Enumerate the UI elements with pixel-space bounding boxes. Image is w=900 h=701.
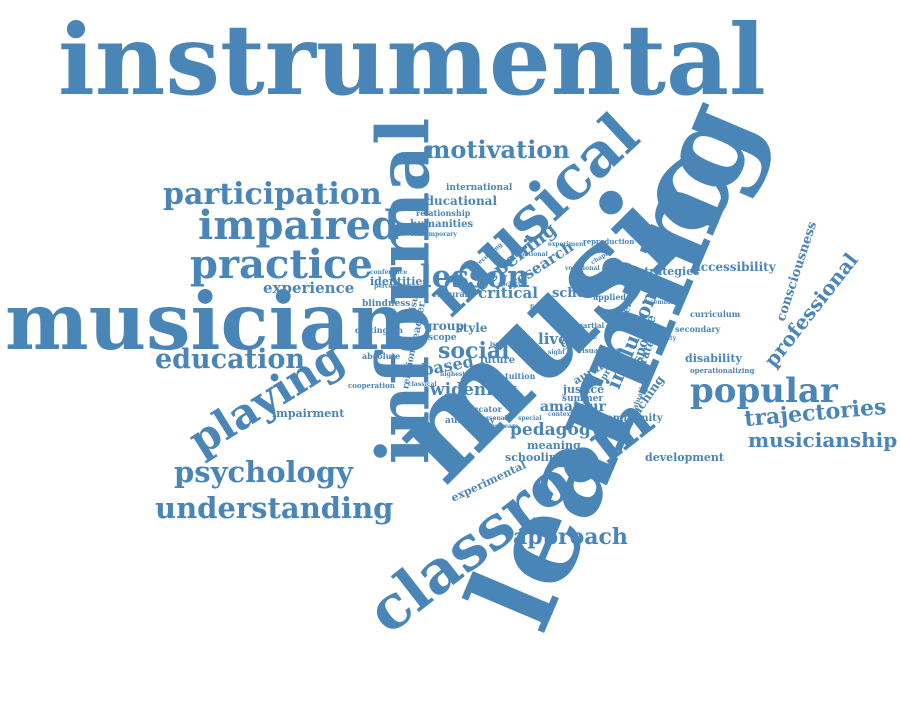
word-context: context xyxy=(548,411,573,418)
word-partial: partial xyxy=(578,321,605,330)
word-amateur: amateur xyxy=(540,399,606,415)
word-critical: critical xyxy=(478,284,538,302)
word-personal: personal xyxy=(478,415,508,422)
word-identities: identities xyxy=(370,275,429,288)
word-summer: summer xyxy=(562,394,604,404)
word-secondary: secondary xyxy=(675,324,721,334)
word-perception: perception xyxy=(374,283,411,290)
word-vocational: vocational xyxy=(565,265,600,272)
word-social: social xyxy=(438,338,510,364)
word-dartington: dartington xyxy=(355,325,403,335)
word-sight: sight xyxy=(548,349,565,356)
word-meaning: meaning xyxy=(527,439,581,452)
word-psychology: psychology xyxy=(174,455,354,489)
word-educator: educator xyxy=(462,404,502,414)
word-visual: visual xyxy=(578,346,601,355)
word-scope: scope xyxy=(428,333,457,343)
word-educational: educational xyxy=(418,194,497,208)
word-society: society xyxy=(498,281,522,288)
word-motivation: motivation xyxy=(425,135,570,164)
word-experience: experience xyxy=(263,279,355,297)
word-approach: approach xyxy=(513,524,628,550)
word-curriculum: curriculum xyxy=(690,309,741,319)
word-cooperation: cooperation xyxy=(348,381,395,390)
word-reproduction: reproduction xyxy=(583,237,635,246)
word-pedagogy: pedagogy xyxy=(510,420,601,440)
word-conference: conference xyxy=(370,269,408,276)
word-widening: widening xyxy=(430,380,517,400)
word-classical: classical xyxy=(408,381,437,388)
word-community: community xyxy=(600,413,663,424)
word-justice: justice xyxy=(563,383,605,396)
word-impaired: impaired xyxy=(198,202,400,249)
word-tuition: tuition xyxy=(505,371,536,381)
word-applied: applied xyxy=(593,292,627,302)
word-operationalizing: operationalizing xyxy=(690,366,755,375)
word-instrumental: instrumental xyxy=(58,3,766,117)
word-humanities: humanities xyxy=(410,219,474,230)
word-formal: formal xyxy=(608,429,631,436)
word-finding: finding xyxy=(530,304,554,311)
word-understanding: understanding xyxy=(155,491,394,525)
word-control: control xyxy=(540,359,565,366)
word-issue: issue xyxy=(490,341,508,348)
word-international: international xyxy=(446,183,513,193)
word-popular: popular xyxy=(690,371,838,411)
word-future: future xyxy=(480,355,516,366)
word-impairment: impairment xyxy=(272,407,345,420)
word-special: special xyxy=(518,415,542,422)
word-strategies: strategies xyxy=(638,265,700,278)
word-participation: participation xyxy=(163,177,382,212)
word-mainstream: mainstream xyxy=(478,423,519,430)
word-accessibility: accessibility xyxy=(693,260,776,274)
word-autonomy: autonomy xyxy=(445,416,495,426)
word-relationship: relationship xyxy=(416,208,471,218)
word-development: development xyxy=(645,451,725,464)
word-group: group xyxy=(424,319,464,333)
word-ability: ability xyxy=(655,335,677,342)
word-cultural: cultural xyxy=(432,289,468,299)
word-blindness: blindness xyxy=(362,299,411,309)
word-national: national xyxy=(520,251,548,258)
word-schooling: schooling xyxy=(505,451,565,464)
word-highest: highest xyxy=(440,371,466,378)
word-style: style xyxy=(456,321,488,335)
word-ensemble: ensemble xyxy=(642,299,675,306)
word-musicianship: musicianship xyxy=(748,428,898,452)
word-school: school xyxy=(552,286,599,301)
word-musician: musician xyxy=(5,275,408,368)
word-absolute: absolute xyxy=(362,351,401,361)
word-practice: practice xyxy=(190,241,373,288)
word-contemporary: contemporary xyxy=(410,231,457,238)
word-education: education xyxy=(155,344,305,375)
word-lesson: lesson xyxy=(420,259,530,295)
word-disability: disability xyxy=(685,352,742,365)
word-live: live xyxy=(538,330,568,348)
word-experiment: experiment xyxy=(548,241,587,248)
